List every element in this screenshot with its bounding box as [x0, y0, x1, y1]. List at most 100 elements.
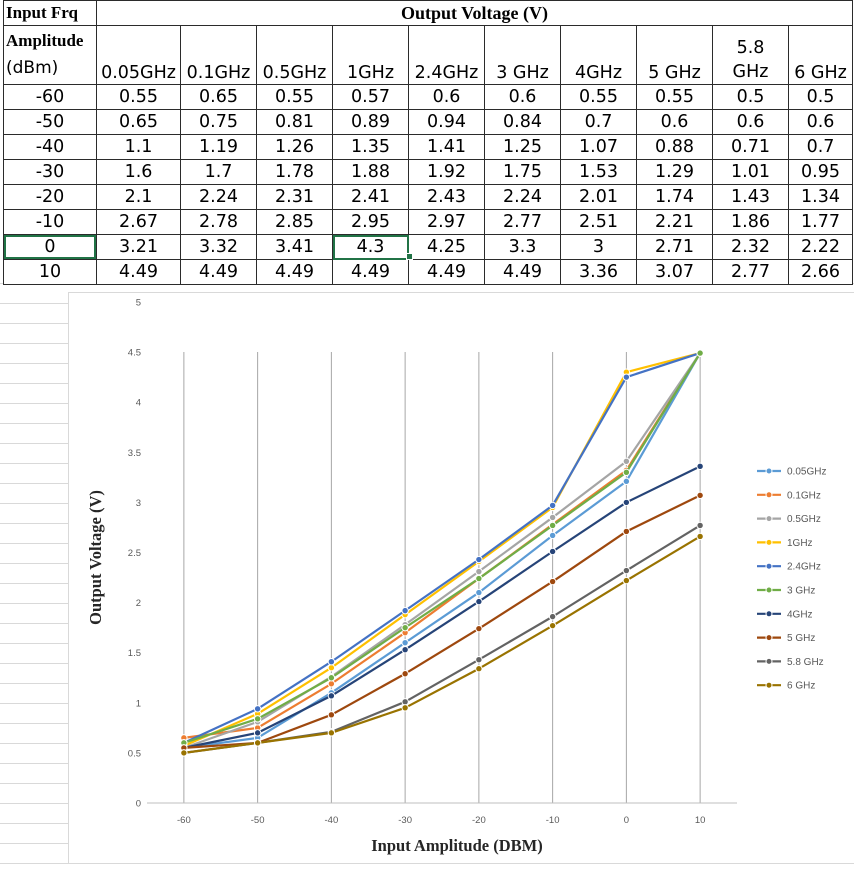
data-point[interactable]: [475, 656, 483, 664]
amplitude-cell[interactable]: 0: [3, 234, 97, 260]
data-point[interactable]: [475, 597, 483, 606]
value-cell[interactable]: 0.57: [332, 84, 409, 110]
value-cell[interactable]: 3.07: [636, 259, 713, 285]
data-point[interactable]: [696, 532, 704, 541]
col-header-5[interactable]: 3 GHz: [484, 25, 561, 85]
value-cell[interactable]: 0.94: [408, 109, 485, 135]
amplitude-cell[interactable]: -40: [3, 134, 97, 160]
data-point[interactable]: [401, 623, 409, 632]
value-cell[interactable]: 0.75: [180, 109, 257, 135]
data-point[interactable]: [253, 729, 262, 737]
data-point[interactable]: [475, 588, 483, 597]
value-cell[interactable]: 2.71: [636, 234, 713, 260]
data-point[interactable]: [548, 501, 557, 510]
data-point[interactable]: [401, 698, 409, 706]
col-header-7[interactable]: 5 GHz: [636, 25, 713, 85]
value-cell[interactable]: 1.25: [484, 134, 561, 160]
value-cell[interactable]: 4.49: [96, 259, 181, 285]
value-cell[interactable]: 2.95: [332, 209, 409, 235]
data-point[interactable]: [548, 621, 557, 630]
value-cell[interactable]: 2.66: [788, 259, 853, 285]
data-point[interactable]: [548, 547, 557, 556]
value-cell[interactable]: 3.21: [96, 234, 181, 260]
value-cell[interactable]: 0.6: [484, 84, 561, 110]
series-line-0.05ghz[interactable]: [183, 352, 702, 749]
data-point[interactable]: [622, 576, 631, 585]
value-cell[interactable]: 2.31: [256, 184, 333, 210]
value-cell[interactable]: 1.41: [408, 134, 485, 160]
value-cell[interactable]: 1.34: [788, 184, 853, 210]
series-line-4ghz[interactable]: [183, 465, 701, 749]
data-point[interactable]: [622, 477, 631, 486]
value-cell[interactable]: 4.49: [256, 259, 333, 285]
series-line-5ghz[interactable]: [183, 494, 701, 749]
col-header-9[interactable]: 6 GHz: [788, 25, 853, 85]
value-cell[interactable]: 1.77: [788, 209, 853, 235]
value-cell[interactable]: 2.24: [484, 184, 561, 210]
series-line-1ghz[interactable]: [183, 352, 701, 747]
corner-label-amplitude[interactable]: Amplitude (dBm): [3, 25, 97, 85]
amplitude-cell[interactable]: -20: [3, 184, 97, 210]
selection-fill-handle[interactable]: [406, 253, 413, 260]
value-cell[interactable]: 2.1: [96, 184, 181, 210]
amplitude-cell[interactable]: -50: [3, 109, 97, 135]
data-point[interactable]: [696, 349, 704, 357]
value-cell[interactable]: 1.75: [484, 159, 561, 185]
value-cell[interactable]: 1.35: [332, 134, 409, 160]
value-cell[interactable]: 2.24: [180, 184, 257, 210]
data-point[interactable]: [475, 665, 483, 673]
value-cell[interactable]: 2.77: [712, 259, 789, 285]
corner-label-freq[interactable]: Input Frq: [3, 0, 97, 26]
data-point[interactable]: [401, 645, 409, 654]
value-cell[interactable]: 1.6: [96, 159, 181, 185]
value-cell[interactable]: 4.49: [332, 259, 409, 285]
table-title[interactable]: Output Voltage (V): [96, 0, 853, 26]
series-line-3ghz[interactable]: [183, 352, 702, 744]
col-header-3[interactable]: 1GHz: [332, 25, 409, 85]
value-cell[interactable]: 2.32: [712, 234, 789, 260]
value-cell[interactable]: 2.97: [408, 209, 485, 235]
value-cell[interactable]: 2.21: [636, 209, 713, 235]
data-point[interactable]: [401, 638, 409, 647]
series-line-6ghz[interactable]: [183, 535, 701, 754]
value-cell[interactable]: 1.1: [96, 134, 181, 160]
value-cell[interactable]: 1.92: [408, 159, 485, 185]
value-cell[interactable]: 4.49: [484, 259, 561, 285]
value-cell[interactable]: 3.41: [256, 234, 333, 260]
value-cell[interactable]: 0.89: [332, 109, 409, 135]
data-point[interactable]: [327, 711, 336, 719]
data-point[interactable]: [475, 624, 483, 633]
value-cell[interactable]: 0.55: [256, 84, 333, 110]
data-point[interactable]: [327, 664, 336, 672]
value-cell[interactable]: 2.41: [332, 184, 409, 210]
series-line-0.5ghz[interactable]: [183, 352, 702, 749]
data-point[interactable]: [622, 373, 631, 381]
data-point[interactable]: [622, 457, 631, 466]
value-cell[interactable]: 2.85: [256, 209, 333, 235]
data-point[interactable]: [548, 577, 557, 586]
data-point[interactable]: [475, 567, 483, 576]
data-point[interactable]: [401, 704, 409, 712]
value-cell[interactable]: 0.6: [636, 109, 713, 135]
data-point[interactable]: [327, 729, 336, 737]
data-point[interactable]: [327, 658, 336, 666]
value-cell[interactable]: 0.84: [484, 109, 561, 135]
data-point[interactable]: [622, 566, 631, 575]
data-point[interactable]: [475, 574, 483, 583]
value-cell[interactable]: 2.43: [408, 184, 485, 210]
col-header-0[interactable]: 0.05GHz: [96, 25, 181, 85]
data-point[interactable]: [327, 692, 336, 700]
value-cell[interactable]: 1.88: [332, 159, 409, 185]
data-point[interactable]: [548, 513, 557, 522]
value-cell[interactable]: 1.74: [636, 184, 713, 210]
col-header-8[interactable]: 5.8 GHz: [712, 25, 789, 85]
series-line-2.4ghz[interactable]: [183, 352, 701, 744]
data-point[interactable]: [253, 739, 262, 747]
chart-area[interactable]: 0 0.5 1 1.5 2 2.5 3 3.5 4 4.5 5 -60 -50 -40 -30 -20 -10 0…: [68, 292, 854, 864]
value-cell[interactable]: 1.07: [560, 134, 637, 160]
data-point[interactable]: [253, 705, 262, 713]
value-cell[interactable]: 0.7: [560, 109, 637, 135]
value-cell[interactable]: 0.71: [712, 134, 789, 160]
value-cell[interactable]: 2.77: [484, 209, 561, 235]
value-cell[interactable]: 4.3: [332, 234, 409, 260]
